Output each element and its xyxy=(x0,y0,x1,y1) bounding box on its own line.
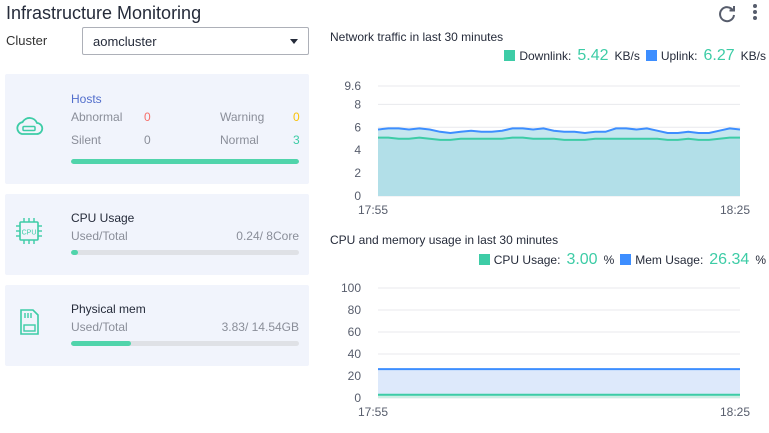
mem-usage-unit: % xyxy=(755,253,766,267)
mem-used-total-label: Used/Total xyxy=(71,320,128,334)
silent-label: Silent xyxy=(71,133,102,147)
silent-count[interactable]: 0 xyxy=(144,133,151,147)
cluster-select[interactable]: aomcluster xyxy=(82,27,309,55)
network-chart-downlink-line xyxy=(378,136,740,141)
network-chart-x-tick: 18:25 xyxy=(720,203,750,217)
warning-count[interactable]: 0 xyxy=(293,110,300,124)
cpu-progress-bar xyxy=(71,250,299,255)
downlink-value: 5.42 xyxy=(577,47,609,64)
more-vertical-icon[interactable] xyxy=(748,2,762,24)
network-chart-y-tick: 0 xyxy=(354,189,361,203)
page-title: Infrastructure Monitoring xyxy=(6,3,202,23)
network-chart-y-tick: 8 xyxy=(354,97,361,111)
downlink-swatch[interactable] xyxy=(504,50,516,61)
mem-title: Physical mem xyxy=(71,302,146,316)
cpu-chip-icon: CPU xyxy=(16,218,42,244)
usage-chart-y-tick: 0 xyxy=(354,391,361,405)
usage-chart-x-tick: 17:55 xyxy=(358,405,388,419)
normal-count[interactable]: 3 xyxy=(293,133,300,147)
hosts-title[interactable]: Hosts xyxy=(71,92,102,106)
uplink-swatch[interactable] xyxy=(645,50,657,61)
hosts-card: Hosts Abnormal 0 Warning 0 Silent 0 Norm… xyxy=(5,74,309,184)
mem-progress-fill xyxy=(71,341,131,346)
hosts-progress-bar xyxy=(71,159,299,164)
network-chart-y-tick: 6 xyxy=(354,120,361,134)
hosts-progress-fill xyxy=(71,159,299,164)
mem-usage-value: 26.34 xyxy=(709,251,750,268)
cloud-host-icon xyxy=(16,117,44,135)
network-section-title: Network traffic in last 30 minutes xyxy=(330,30,504,44)
uplink-label[interactable]: Uplink: xyxy=(660,49,698,63)
cpu-usage-swatch[interactable] xyxy=(478,254,490,265)
cpu-progress-fill xyxy=(71,250,78,255)
mem-used-total-value: 3.83/ 14.54GB xyxy=(221,320,299,334)
cpu-card: CPU CPU Usage Used/Total 0.24/ 8Core xyxy=(5,194,309,275)
usage-chart-y-tick: 40 xyxy=(348,347,362,361)
network-chart-downlink-area xyxy=(378,137,740,196)
cpu-usage-unit: % xyxy=(603,253,615,267)
network-traffic-chart[interactable]: 9.6 8 6 4 2 017:55 18:25 xyxy=(330,78,760,223)
normal-label: Normal xyxy=(220,133,259,147)
network-chart-uplink-line xyxy=(377,127,741,135)
network-legend: Downlink: 5.42 KB/s Uplink: 6.27 KB/s xyxy=(504,47,766,65)
cluster-select-value: aomcluster xyxy=(93,34,157,49)
mem-progress-bar xyxy=(71,341,299,346)
cpu-mem-usage-chart[interactable]: 100 80 60 40 20 017:55 18:25 xyxy=(330,280,760,425)
uplink-unit: KB/s xyxy=(740,49,766,63)
svg-text:CPU: CPU xyxy=(22,230,37,237)
network-chart-y-tick: 4 xyxy=(354,143,361,157)
usage-chart-y-tick: 20 xyxy=(348,369,362,383)
abnormal-count[interactable]: 0 xyxy=(144,110,151,124)
cpu-used-total-label: Used/Total xyxy=(71,229,128,243)
usage-chart-x-tick: 18:25 xyxy=(720,405,750,419)
warning-label: Warning xyxy=(220,110,265,124)
network-chart-y-tick: 9.6 xyxy=(344,79,361,93)
usage-chart-mem-usage-area xyxy=(378,369,740,398)
downlink-label[interactable]: Downlink: xyxy=(519,49,572,63)
cpu-usage-label[interactable]: CPU Usage: xyxy=(493,253,561,267)
memory-card-icon xyxy=(20,309,39,335)
abnormal-label: Abnormal xyxy=(71,110,123,124)
usage-section-title: CPU and memory usage in last 30 minutes xyxy=(330,233,559,247)
usage-chart-y-tick: 80 xyxy=(348,303,362,317)
mem-usage-label[interactable]: Mem Usage: xyxy=(635,253,704,267)
cpu-title: CPU Usage xyxy=(71,211,135,225)
mem-card: Physical mem Used/Total 3.83/ 14.54GB xyxy=(5,285,309,366)
mem-usage-swatch[interactable] xyxy=(620,254,632,265)
downlink-unit: KB/s xyxy=(614,49,640,63)
usage-chart-y-tick: 100 xyxy=(341,281,361,295)
cpu-usage-value: 3.00 xyxy=(566,251,598,268)
network-chart-x-tick: 17:55 xyxy=(358,203,388,217)
uplink-value: 6.27 xyxy=(703,47,735,64)
chevron-down-icon xyxy=(290,39,298,44)
cpu-used-total-value: 0.24/ 8Core xyxy=(236,229,299,243)
usage-chart-y-tick: 60 xyxy=(348,325,362,339)
refresh-icon[interactable] xyxy=(716,3,738,25)
usage-legend: CPU Usage: 3.00 % Mem Usage: 26.34 % xyxy=(478,251,766,269)
cluster-label: Cluster xyxy=(6,33,48,48)
network-chart-y-tick: 2 xyxy=(354,166,361,180)
